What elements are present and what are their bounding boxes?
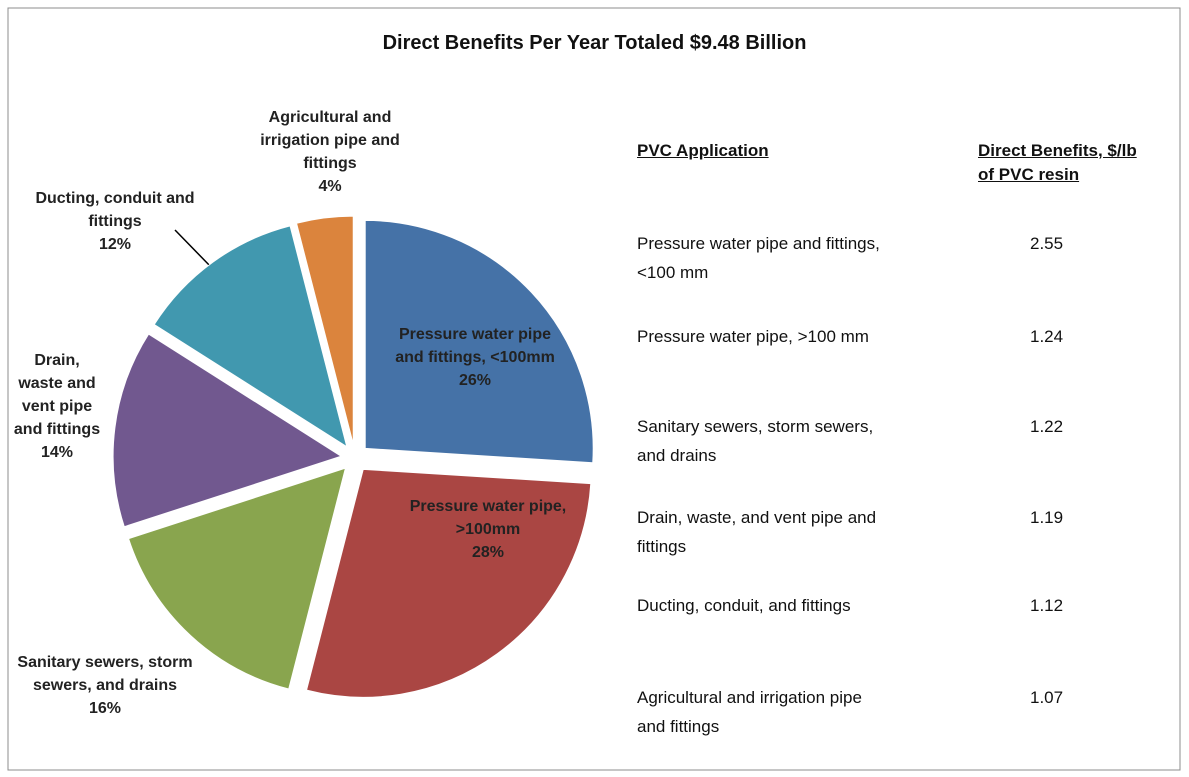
pie-slice: [112, 333, 343, 528]
application-cell: Sanitary sewers, storm sewers, and drain…: [637, 417, 874, 465]
slice-name: Pressure water pipe and fittings, <100mm: [395, 326, 555, 366]
pie-slice: [127, 467, 347, 690]
slice-percent: 26%: [458, 372, 492, 389]
data-label: Sanitary sewers, storm sewers, and drain…: [5, 651, 205, 720]
pie-slice: [305, 468, 592, 698]
slice-percent: 14%: [40, 444, 74, 461]
slice-percent: 12%: [98, 236, 132, 253]
data-label: Drain, waste and vent pipe and fittings 1…: [12, 349, 102, 464]
data-label: Ducting, conduit and fittings 12%: [30, 187, 200, 256]
slice-percent: 4%: [318, 178, 342, 195]
table-header: Direct Benefits, $/lb of PVC resin: [978, 141, 1137, 184]
table-header: PVC Application: [637, 141, 769, 160]
data-label: Pressure water pipe, >100mm 28%: [377, 495, 599, 564]
benefit-cell: 1.24: [1030, 327, 1064, 346]
slice-name: Pressure water pipe, >100mm: [409, 498, 567, 538]
slice-name: Drain, waste and vent pipe and fittings: [13, 352, 101, 438]
frame: [7, 7, 1181, 771]
application-cell: Agricultural and irrigation pipe and fit…: [637, 688, 862, 736]
application-cell: Pressure water pipe and fittings, <100 m…: [637, 234, 880, 282]
application-cell: Drain, waste, and vent pipe and fittings: [637, 508, 877, 556]
pie-slice: [153, 225, 348, 448]
chart-title: Direct Benefits Per Year Totaled $9.48 B…: [382, 32, 807, 54]
slice-percent: 28%: [471, 544, 505, 561]
slice-name: Ducting, conduit and fittings: [35, 190, 195, 230]
slice-name: Agricultural and irrigation pipe and fit…: [260, 109, 400, 172]
benefit-cell: 2.55: [1030, 234, 1064, 253]
benefit-cell: 1.12: [1030, 596, 1064, 615]
application-cell: Pressure water pipe, >100 mm: [637, 327, 869, 346]
pie-slice: [364, 219, 594, 464]
data-label: Agricultural and irrigation pipe and fit…: [245, 106, 415, 198]
slice-percent: 16%: [88, 700, 122, 717]
slice-name: Sanitary sewers, storm sewers, and drain…: [17, 654, 193, 694]
data-label: Pressure water pipe and fittings, <100mm…: [385, 323, 565, 392]
benefit-cell: 1.07: [1030, 688, 1064, 707]
application-cell: Ducting, conduit, and fittings: [637, 596, 851, 615]
benefit-cell: 1.19: [1030, 508, 1064, 527]
leader-line: [174, 229, 213, 269]
pie-slice: [295, 215, 354, 445]
benefit-cell: 1.22: [1030, 417, 1064, 436]
